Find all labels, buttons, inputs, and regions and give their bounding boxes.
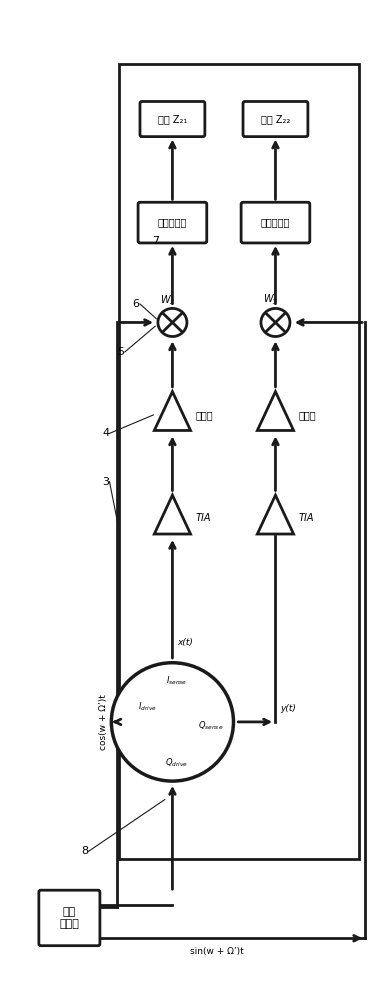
Text: 8: 8 <box>81 846 88 856</box>
Polygon shape <box>257 392 294 430</box>
Text: 放大器: 放大器 <box>298 410 316 420</box>
Circle shape <box>111 663 234 781</box>
Polygon shape <box>154 392 191 430</box>
Text: 低通滤波器: 低通滤波器 <box>158 218 187 228</box>
Circle shape <box>261 308 290 337</box>
Text: $I_{drive}$: $I_{drive}$ <box>138 701 157 713</box>
Text: x(t): x(t) <box>177 638 193 647</box>
Text: TIA: TIA <box>195 513 211 523</box>
Polygon shape <box>154 495 191 534</box>
Text: 3: 3 <box>102 477 109 487</box>
Text: cos(w + Ω’)t: cos(w + Ω’)t <box>99 694 108 750</box>
Text: 4: 4 <box>102 428 109 438</box>
Text: 6: 6 <box>133 299 140 309</box>
Text: $W_y$: $W_y$ <box>263 293 279 307</box>
FancyBboxPatch shape <box>39 890 100 946</box>
Text: $Q_{sense}$: $Q_{sense}$ <box>198 719 223 732</box>
Text: $I_{sense}$: $I_{sense}$ <box>165 675 187 687</box>
FancyBboxPatch shape <box>138 202 207 243</box>
Text: $Q_{drive}$: $Q_{drive}$ <box>165 756 188 769</box>
Polygon shape <box>257 495 294 534</box>
Text: TIA: TIA <box>298 513 314 523</box>
FancyBboxPatch shape <box>140 101 205 137</box>
Text: 信号
发生器: 信号 发生器 <box>59 907 79 929</box>
Text: 输出 Z₂₂: 输出 Z₂₂ <box>261 114 290 124</box>
FancyBboxPatch shape <box>243 101 308 137</box>
Text: 低通滤波器: 低通滤波器 <box>261 218 290 228</box>
Bar <box>119 64 359 859</box>
Text: 7: 7 <box>152 236 159 246</box>
Text: 放大器: 放大器 <box>195 410 213 420</box>
Circle shape <box>158 308 187 337</box>
FancyBboxPatch shape <box>241 202 310 243</box>
Text: y(t): y(t) <box>280 704 296 713</box>
Text: 5: 5 <box>118 347 124 357</box>
Text: sin(w + Ω’)t: sin(w + Ω’)t <box>190 947 244 956</box>
Text: 输出 Z₂₁: 输出 Z₂₁ <box>158 114 187 124</box>
Text: $W_x$: $W_x$ <box>160 293 176 307</box>
